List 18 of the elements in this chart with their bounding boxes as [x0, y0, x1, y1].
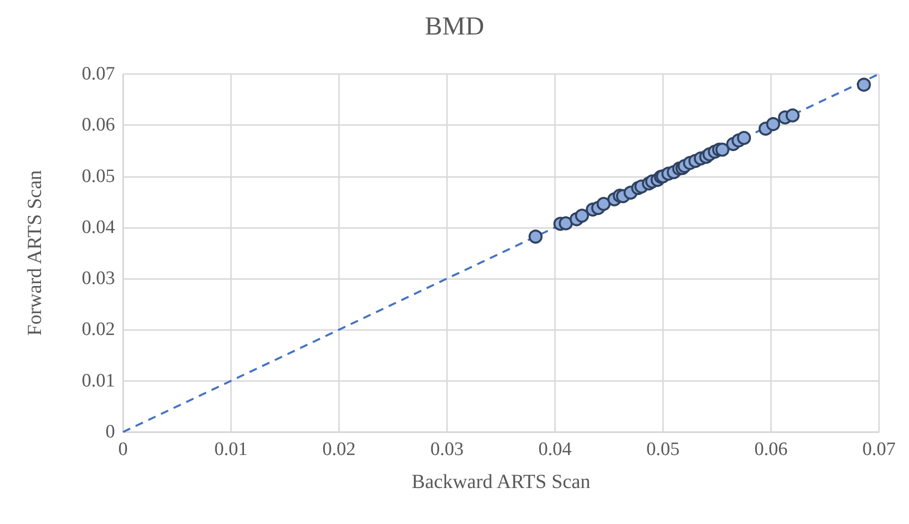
y-tick-label: 0.03 — [82, 268, 115, 290]
x-tick-label: 0.05 — [646, 439, 680, 460]
chart-title: BMD — [424, 12, 484, 40]
y-tick-label: 0.04 — [82, 216, 116, 238]
y-tick-label: 0.02 — [82, 319, 115, 340]
y-axis-title: Forward ARTS Scan — [24, 170, 46, 336]
y-tick-label: 0.06 — [82, 114, 115, 136]
y-tick-label: 0.05 — [82, 166, 115, 187]
y-tick-label: 0 — [106, 422, 115, 442]
x-tick-label: 0.06 — [754, 439, 788, 460]
y-tick-label: 0.01 — [82, 370, 115, 392]
x-tick-label: 0.02 — [322, 439, 356, 460]
x-tick-label: 0.03 — [430, 439, 464, 460]
x-axis-title: Backward ARTS Scan — [412, 471, 590, 493]
x-tick-label: 0.01 — [214, 439, 248, 460]
y-tick-label: 0.07 — [82, 64, 115, 84]
x-tick-label: 0.04 — [538, 439, 572, 460]
x-tick-label: 0.07 — [862, 439, 896, 460]
